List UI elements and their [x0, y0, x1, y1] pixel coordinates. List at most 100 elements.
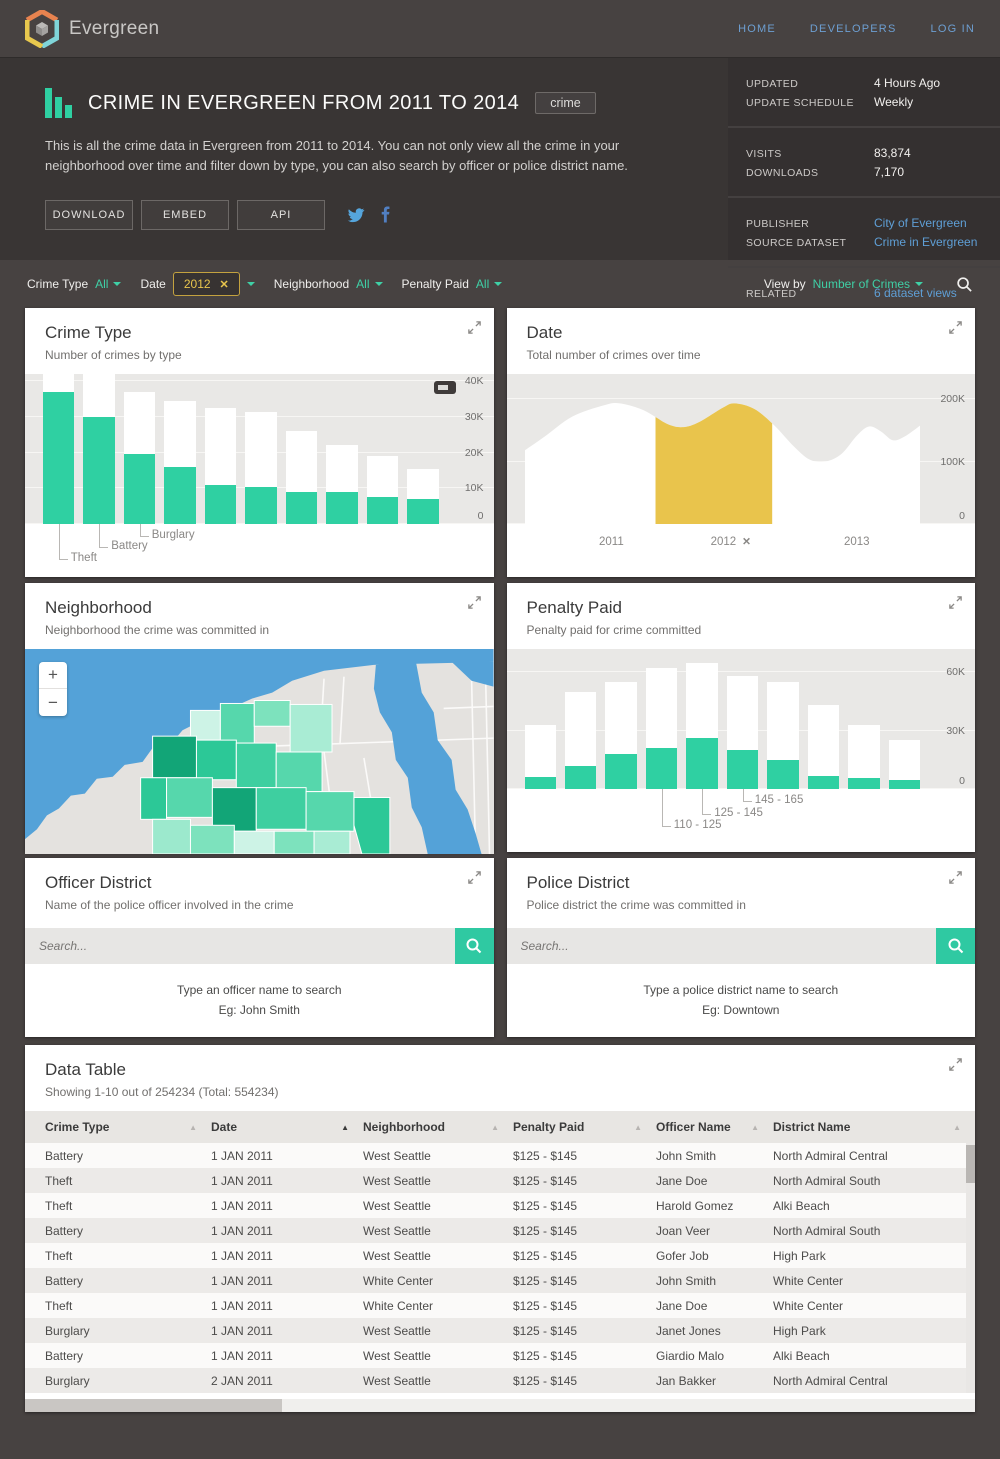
bar-7[interactable]: [807, 649, 840, 789]
meta-link[interactable]: Crime in Evergreen: [874, 235, 978, 249]
vertical-scrollbar[interactable]: [966, 1143, 975, 1393]
column-header-officer-name[interactable]: Officer Name ▲: [656, 1120, 773, 1134]
expand-icon[interactable]: [467, 320, 482, 340]
column-header-date[interactable]: Date ▲: [211, 1120, 363, 1134]
date-x-label-2012[interactable]: 2012 ✕: [710, 536, 751, 548]
category-tag[interactable]: crime: [535, 92, 596, 114]
cell-district-name: North Admiral Central: [773, 1148, 888, 1163]
column-header-penalty-paid[interactable]: Penalty Paid ▲: [513, 1120, 656, 1134]
embed-button[interactable]: EMBED: [141, 200, 229, 231]
horizontal-scrollbar[interactable]: [25, 1399, 975, 1412]
sort-arrow-icon[interactable]: ▲: [341, 1122, 349, 1132]
sort-arrow-icon[interactable]: ▲: [491, 1122, 499, 1132]
bar-6[interactable]: [285, 374, 318, 524]
bar-5[interactable]: [726, 649, 759, 789]
filter-crime-type-value[interactable]: All: [95, 277, 122, 291]
sort-arrow-icon[interactable]: ▲: [751, 1122, 759, 1132]
bar-9[interactable]: [888, 649, 921, 789]
expand-icon[interactable]: [467, 595, 482, 615]
bar-3[interactable]: [645, 649, 678, 789]
area-highlight-2012[interactable]: [525, 403, 921, 524]
zoom-in-button[interactable]: +: [39, 662, 67, 689]
remove-date-filter-icon[interactable]: ✕: [219, 278, 229, 291]
nav-link-home[interactable]: HOME: [738, 22, 776, 35]
table-row[interactable]: Theft 1 JAN 2011 West Seattle $125 - $145 Ha…: [25, 1193, 975, 1218]
bar-7[interactable]: [326, 374, 358, 524]
download-button[interactable]: DOWNLOAD: [45, 200, 133, 231]
filter-date-chip[interactable]: 2012 ✕: [172, 272, 240, 296]
meta-link[interactable]: 6 dataset views: [874, 286, 957, 300]
vertical-scrollbar-thumb[interactable]: [966, 1145, 975, 1183]
table-row[interactable]: Battery 1 JAN 2011 West Seattle $125 - $145…: [25, 1218, 975, 1243]
date-x-label-2011[interactable]: 2011: [598, 536, 624, 548]
sort-arrow-icon[interactable]: ▲: [189, 1122, 197, 1132]
column-header-crime-type[interactable]: Crime Type ▲: [45, 1120, 211, 1134]
table-row[interactable]: Theft 1 JAN 2011 West Seattle $125 - $145 Ja…: [25, 1168, 975, 1193]
remove-date-filter-icon[interactable]: ✕: [742, 536, 751, 548]
filter-neighborhood-value[interactable]: All: [356, 277, 383, 291]
expand-icon[interactable]: [948, 870, 963, 890]
police-search-input[interactable]: [506, 928, 936, 964]
bar-8[interactable]: [366, 374, 399, 524]
page-title: CRIME IN EVERGREEN FROM 2011 TO 2014: [88, 91, 520, 114]
nav-link-log-in[interactable]: LOG IN: [930, 22, 975, 35]
view-by-value[interactable]: Number of Crimes: [813, 277, 923, 291]
officer-search-input[interactable]: [25, 928, 455, 964]
bar-5[interactable]: [245, 374, 277, 524]
label-connector: [702, 789, 712, 815]
column-header-district-name[interactable]: District Name ▲: [773, 1120, 975, 1134]
chevron-down-icon[interactable]: [246, 282, 255, 286]
bar-1[interactable]: [83, 374, 115, 524]
expand-icon[interactable]: [948, 320, 963, 340]
expand-icon[interactable]: [467, 870, 482, 890]
meta-value: 7,170: [874, 165, 905, 179]
bar-2[interactable]: [123, 374, 156, 524]
bar-2[interactable]: [605, 649, 637, 789]
facebook-icon[interactable]: [377, 206, 393, 224]
bar-4[interactable]: [204, 374, 237, 524]
bar-0[interactable]: [43, 374, 75, 524]
expand-icon[interactable]: [948, 1057, 963, 1077]
expand-icon[interactable]: [948, 595, 963, 615]
table-row[interactable]: Battery 1 JAN 2011 West Seattle $125 - $145…: [25, 1143, 975, 1168]
table-row[interactable]: Burglary 1 JAN 2011 West Seattle $125 - $14…: [25, 1318, 975, 1343]
column-label: Neighborhood: [363, 1120, 445, 1134]
brand[interactable]: Evergreen: [25, 9, 159, 48]
cell-penalty-paid: $125 - $145: [513, 1223, 578, 1238]
table-row[interactable]: Theft 1 JAN 2011 White Center $125 - $145 Ja…: [25, 1293, 975, 1318]
date-area-chart[interactable]: 200K 100K 0: [506, 374, 975, 524]
bar-8[interactable]: [848, 649, 880, 789]
police-search-button[interactable]: [936, 928, 975, 964]
nav-link-developers[interactable]: DEVELOPERS: [809, 22, 897, 35]
penalty-subtitle: Penalty paid for crime committed: [526, 623, 702, 637]
api-button[interactable]: API: [237, 200, 325, 231]
zoom-out-button[interactable]: −: [48, 692, 58, 712]
bar-filtered: [848, 778, 880, 789]
bar-3[interactable]: [164, 374, 196, 524]
column-header-neighborhood[interactable]: Neighborhood ▲: [363, 1120, 513, 1134]
horizontal-scrollbar-thumb[interactable]: [25, 1399, 282, 1412]
table-row[interactable]: Burglary 2 JAN 2011 West Seattle $125 - $14…: [25, 1368, 975, 1393]
search-icon[interactable]: [956, 276, 973, 293]
sort-arrow-icon[interactable]: ▲: [634, 1122, 642, 1132]
bar-6[interactable]: [767, 649, 799, 789]
bar-0[interactable]: [524, 649, 556, 789]
officer-search-button[interactable]: [454, 928, 494, 964]
table-row[interactable]: Battery 1 JAN 2011 West Seattle $125 - $145…: [25, 1343, 975, 1368]
date-x-label-2013[interactable]: 2013: [843, 536, 870, 548]
choropleth-map[interactable]: + −: [25, 649, 494, 854]
meta-link[interactable]: City of Evergreen: [874, 216, 967, 230]
bar-9[interactable]: [407, 374, 439, 524]
chart-options-icon[interactable]: [433, 381, 456, 394]
filter-penalty-value[interactable]: All: [476, 277, 503, 291]
bar-total: [848, 724, 880, 789]
cell-district-name: Alki Beach: [773, 1348, 830, 1363]
table-row[interactable]: Battery 1 JAN 2011 White Center $125 - $145…: [25, 1268, 975, 1293]
meta-row: UPDATE SCHEDULE Weekly: [746, 95, 982, 109]
table-row[interactable]: Theft 1 JAN 2011 West Seattle $125 - $145 Go…: [25, 1243, 975, 1268]
twitter-icon[interactable]: [347, 206, 365, 224]
sort-arrow-icon[interactable]: ▲: [953, 1122, 961, 1132]
cell-district-name: Alki Beach: [773, 1198, 830, 1213]
bar-1[interactable]: [564, 649, 597, 789]
bar-4[interactable]: [686, 649, 718, 789]
